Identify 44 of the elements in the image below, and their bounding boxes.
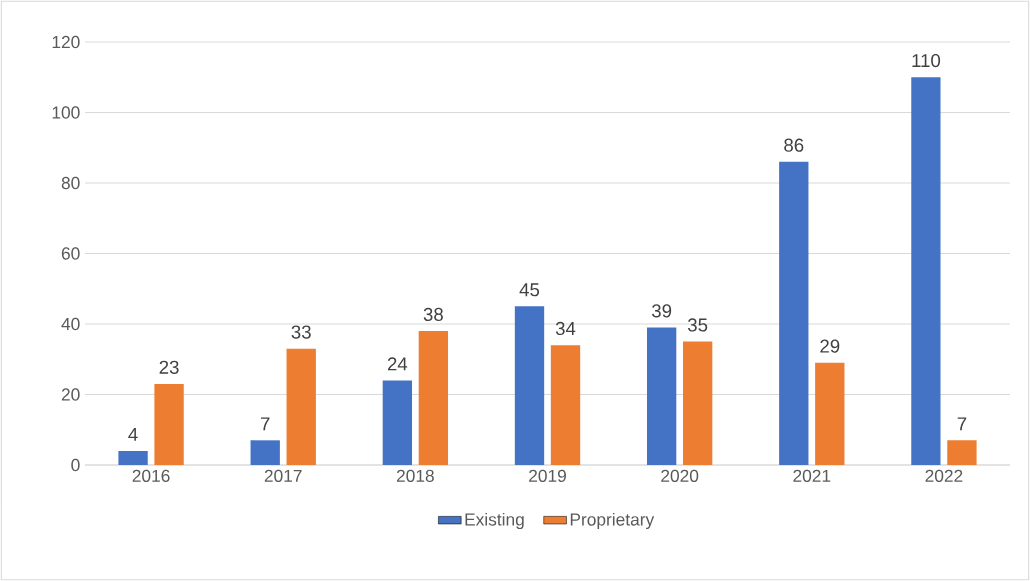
y-tick-label: 60 (61, 247, 80, 260)
data-label: 33 (291, 325, 311, 339)
y-tick-label: 0 (71, 458, 80, 472)
data-label: 34 (555, 321, 576, 336)
data-label: 24 (387, 357, 408, 371)
data-label: 29 (820, 339, 840, 353)
bar (779, 161, 809, 465)
data-label: 86 (784, 138, 804, 152)
bar (154, 383, 184, 465)
bar (550, 345, 581, 465)
data-label: 7 (957, 417, 967, 431)
x-tick-label: 2020 (661, 469, 699, 482)
y-tick-label: 120 (52, 35, 80, 49)
bar (382, 380, 413, 465)
data-label: 4 (128, 428, 138, 441)
legend-label: Proprietary (570, 512, 655, 530)
y-tick-label: 40 (61, 317, 80, 331)
bar (646, 327, 677, 465)
data-label: 7 (260, 417, 270, 431)
data-label: 38 (423, 307, 443, 322)
x-tick-label: 2022 (925, 469, 963, 482)
data-label: 23 (159, 360, 179, 374)
data-label: 45 (519, 283, 540, 297)
x-tick-label: 2018 (396, 469, 434, 482)
bar (815, 362, 845, 465)
data-label: 39 (651, 304, 672, 318)
bar (250, 440, 280, 465)
legend-label: Existing (465, 512, 524, 530)
x-tick-label: 2016 (132, 469, 170, 482)
data-label: 110 (912, 53, 941, 68)
bar (947, 440, 977, 465)
data-label: 35 (687, 318, 708, 332)
y-tick-label: 80 (61, 176, 80, 190)
bar (682, 341, 713, 465)
x-tick-label: 2021 (793, 469, 831, 482)
x-tick-label: 2017 (264, 469, 302, 482)
bar (514, 306, 545, 465)
y-tick-label: 100 (52, 106, 80, 119)
bar (118, 450, 148, 465)
bar (286, 348, 316, 465)
bar (418, 331, 449, 465)
bar (911, 77, 941, 465)
x-tick-label: 2019 (529, 469, 566, 482)
y-tick-label: 20 (61, 388, 80, 401)
